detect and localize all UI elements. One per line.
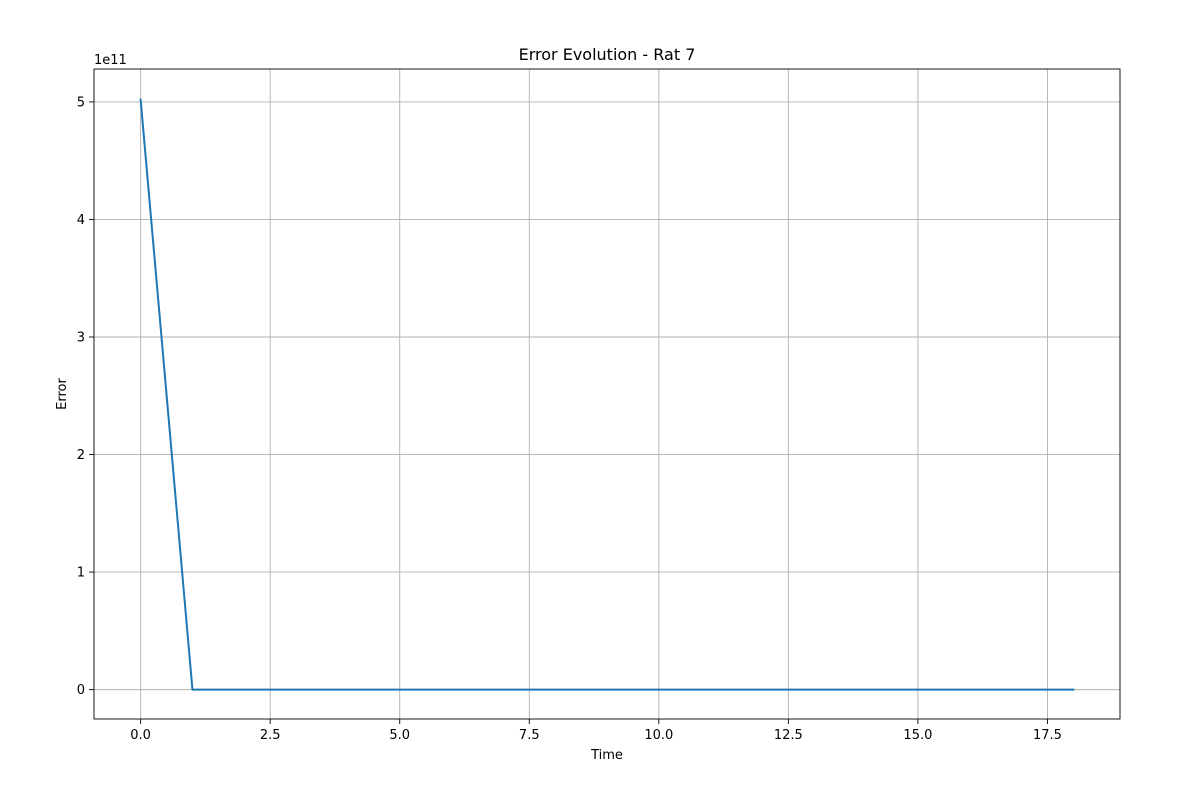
y-tick-label: 0 (77, 683, 85, 698)
data-point (658, 689, 660, 691)
data-point (140, 99, 142, 101)
y-tick-label: 1 (77, 566, 85, 581)
data-point (502, 689, 504, 691)
data-point (554, 689, 556, 691)
y-tick-label: 3 (77, 330, 85, 345)
data-point (606, 689, 608, 691)
chart-title: Error Evolution - Rat 7 (519, 45, 696, 64)
data-point (813, 689, 815, 691)
y-axis-offset-label: 1e11 (94, 53, 127, 68)
data-point (1072, 689, 1074, 691)
x-tick-label: 2.5 (260, 728, 281, 743)
y-tick-label: 2 (77, 448, 85, 463)
x-tick-label: 17.5 (1033, 728, 1062, 743)
x-axis-label: Time (590, 748, 623, 763)
series-line (139, 98, 1075, 691)
x-tick-label: 10.0 (644, 728, 673, 743)
data-point (295, 689, 297, 691)
axes-frame (93, 68, 1121, 720)
x-tick-label: 5.0 (389, 728, 410, 743)
y-tick-label: 5 (77, 95, 85, 110)
x-tick-label: 7.5 (519, 728, 540, 743)
data-point (917, 689, 919, 691)
grid-layer (94, 69, 1120, 719)
data-point (969, 689, 971, 691)
data-point (710, 689, 712, 691)
data-point (761, 689, 763, 691)
data-point (191, 689, 193, 691)
x-tick-label: 0.0 (130, 728, 151, 743)
data-point (451, 689, 453, 691)
series-layer (139, 98, 1075, 691)
data-point (865, 689, 867, 691)
y-axis-label: Error (55, 378, 70, 410)
y-tick-label: 4 (77, 213, 85, 228)
x-tick-label: 12.5 (774, 728, 803, 743)
data-point (243, 689, 245, 691)
x-tick-label: 15.0 (903, 728, 932, 743)
data-point (347, 689, 349, 691)
data-point (1021, 689, 1023, 691)
ticks-layer: 0.0 2.5 5.0 7.5 10.0 12.5 15.0 17.5 0 1 2 3 4 5 (77, 95, 1062, 743)
data-point (399, 689, 401, 691)
